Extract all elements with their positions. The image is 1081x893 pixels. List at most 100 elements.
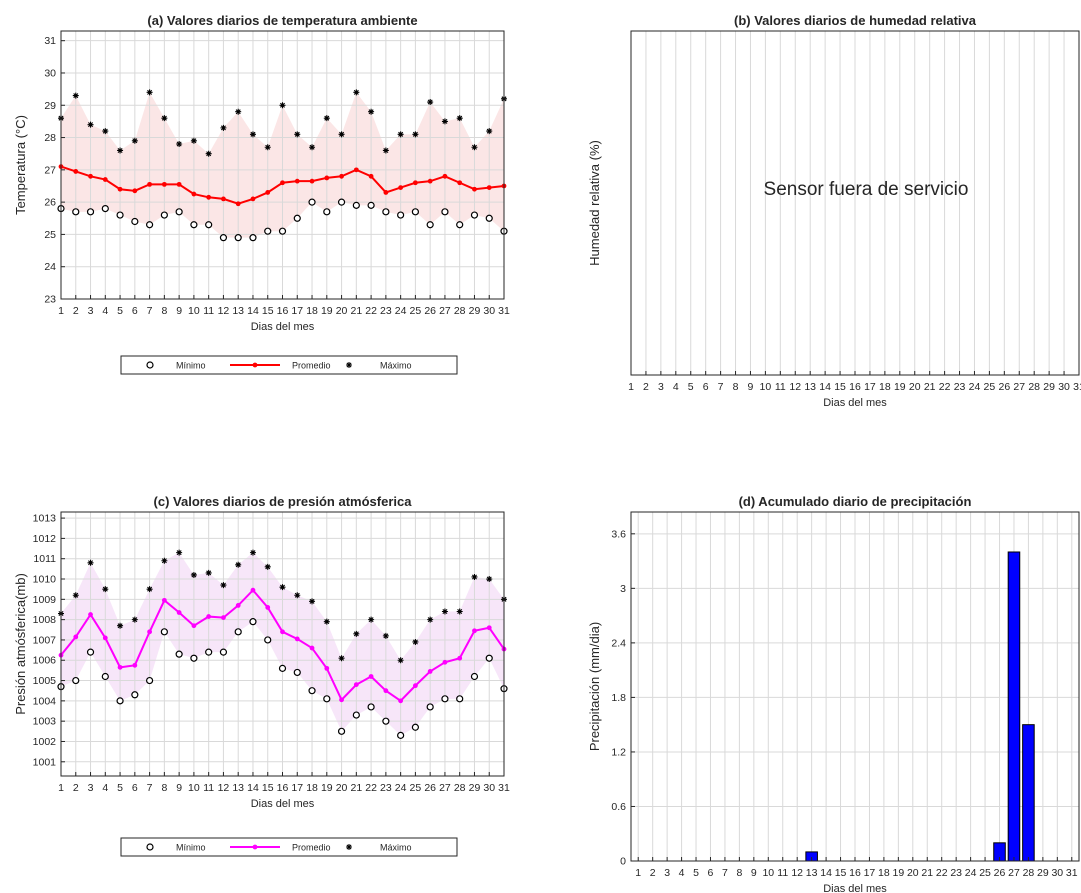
x-tick-label: 27	[1008, 867, 1020, 879]
x-tick-label: 17	[864, 867, 876, 879]
panel-c-title: (c) Valores diarios de presión atmósferi…	[154, 494, 413, 509]
x-tick-label: 13	[804, 381, 816, 393]
x-tick-label: 28	[1028, 381, 1040, 393]
point-maximo	[190, 571, 197, 578]
x-tick-label: 25	[410, 782, 422, 794]
x-tick-label: 30	[1051, 867, 1063, 879]
point-promedio	[324, 665, 330, 671]
panel-a-xlabel: Dias del mes	[251, 321, 315, 333]
point-promedio	[486, 185, 492, 191]
x-tick-label: 4	[679, 867, 685, 879]
x-tick-label: 23	[380, 782, 392, 794]
point-promedio	[309, 645, 315, 651]
point-maximo	[382, 147, 389, 154]
point-maximo	[471, 573, 478, 580]
panel-b-title: (b) Valores diarios de humedad relativa	[734, 13, 977, 28]
x-tick-label: 15	[835, 867, 847, 879]
bar	[1022, 724, 1035, 862]
point-maximo	[87, 121, 94, 128]
point-promedio	[191, 623, 197, 629]
point-maximo	[338, 655, 345, 662]
x-tick-label: 6	[703, 381, 709, 393]
x-tick-label: 14	[247, 782, 259, 794]
panel-b-xlabel: Dias del mes	[823, 397, 887, 409]
point-maximo	[102, 586, 109, 593]
point-minimo	[205, 648, 213, 656]
x-tick-label: 15	[834, 381, 846, 393]
point-promedio	[88, 612, 93, 617]
x-tick-label: 13	[806, 867, 818, 879]
point-minimo	[116, 697, 124, 705]
x-tick-label: 26	[424, 305, 436, 317]
point-promedio	[206, 614, 212, 619]
x-tick-label: 2	[73, 782, 79, 794]
x-tick-label: 19	[893, 867, 905, 879]
y-tick-label: 3	[620, 583, 626, 595]
point-promedio	[88, 173, 93, 179]
y-tick-label: 29	[44, 100, 56, 112]
y-tick-label: 1013	[33, 513, 57, 525]
x-tick-label: 24	[395, 305, 407, 317]
x-tick-label: 12	[218, 782, 230, 794]
point-minimo	[131, 217, 139, 226]
point-promedio	[176, 181, 182, 187]
legend-c-min-label: Mínimo	[176, 843, 206, 853]
point-promedio	[265, 605, 271, 610]
x-tick-label: 17	[864, 381, 876, 393]
legend-box	[120, 355, 458, 375]
grid	[630, 31, 1080, 375]
point-promedio	[294, 636, 300, 642]
bar	[1007, 551, 1021, 862]
point-minimo	[249, 234, 257, 242]
x-tick-label: 16	[277, 305, 289, 317]
point-minimo	[397, 211, 405, 219]
y-tick-label: 1009	[33, 594, 57, 606]
point-maximo	[102, 128, 109, 135]
y-tick-label: 1008	[33, 614, 57, 626]
point-maximo	[235, 561, 242, 568]
x-tick-label: 2	[73, 305, 79, 317]
legend-c-avg-label: Promedio	[292, 843, 331, 853]
point-maximo	[397, 657, 404, 664]
point-promedio	[413, 683, 418, 689]
point-promedio	[280, 180, 285, 186]
point-promedio	[398, 698, 404, 704]
x-tick-label: 30	[1058, 381, 1070, 393]
x-tick-label: 14	[819, 381, 831, 393]
point-maximo	[486, 128, 493, 135]
point-minimo	[86, 648, 95, 656]
point-minimo	[470, 211, 479, 219]
x-tick-label: 5	[688, 381, 694, 393]
ticks: 1 2 3 4 5 6 7 8 9 10 11 12 13 14 15 16 17 18 19 20 21 22 23 24 2…	[33, 513, 510, 794]
point-maximo	[456, 608, 463, 615]
point-minimo	[190, 654, 198, 662]
point-maximo	[235, 108, 242, 115]
point-maximo	[176, 141, 183, 148]
x-tick-label: 13	[232, 782, 244, 794]
x-tick-label: 27	[1013, 381, 1025, 393]
x-tick-label: 24	[395, 782, 407, 794]
x-tick-label: 20	[909, 381, 921, 393]
x-tick-label: 22	[365, 305, 377, 317]
x-tick-label: 26	[424, 782, 436, 794]
point-maximo	[427, 616, 434, 623]
point-minimo	[264, 636, 272, 644]
point-minimo	[426, 703, 434, 711]
y-tick-label: 23	[44, 294, 56, 306]
x-tick-label: 7	[722, 867, 728, 879]
panel-b-ylabel: Humedad relativa (%)	[587, 140, 602, 266]
point-maximo	[353, 89, 360, 96]
x-tick-label: 18	[878, 867, 890, 879]
point-promedio	[413, 180, 418, 186]
x-tick-label: 10	[188, 305, 200, 317]
point-minimo	[146, 221, 154, 229]
point-minimo	[456, 695, 464, 703]
point-promedio	[102, 177, 108, 182]
point-promedio	[427, 669, 433, 674]
x-tick-label: 9	[176, 305, 182, 317]
x-tick-label: 26	[994, 867, 1006, 879]
point-maximo	[220, 582, 227, 589]
y-tick-label: 0	[620, 856, 626, 868]
point-maximo	[309, 598, 316, 605]
y-tick-label: 3.6	[611, 528, 626, 540]
